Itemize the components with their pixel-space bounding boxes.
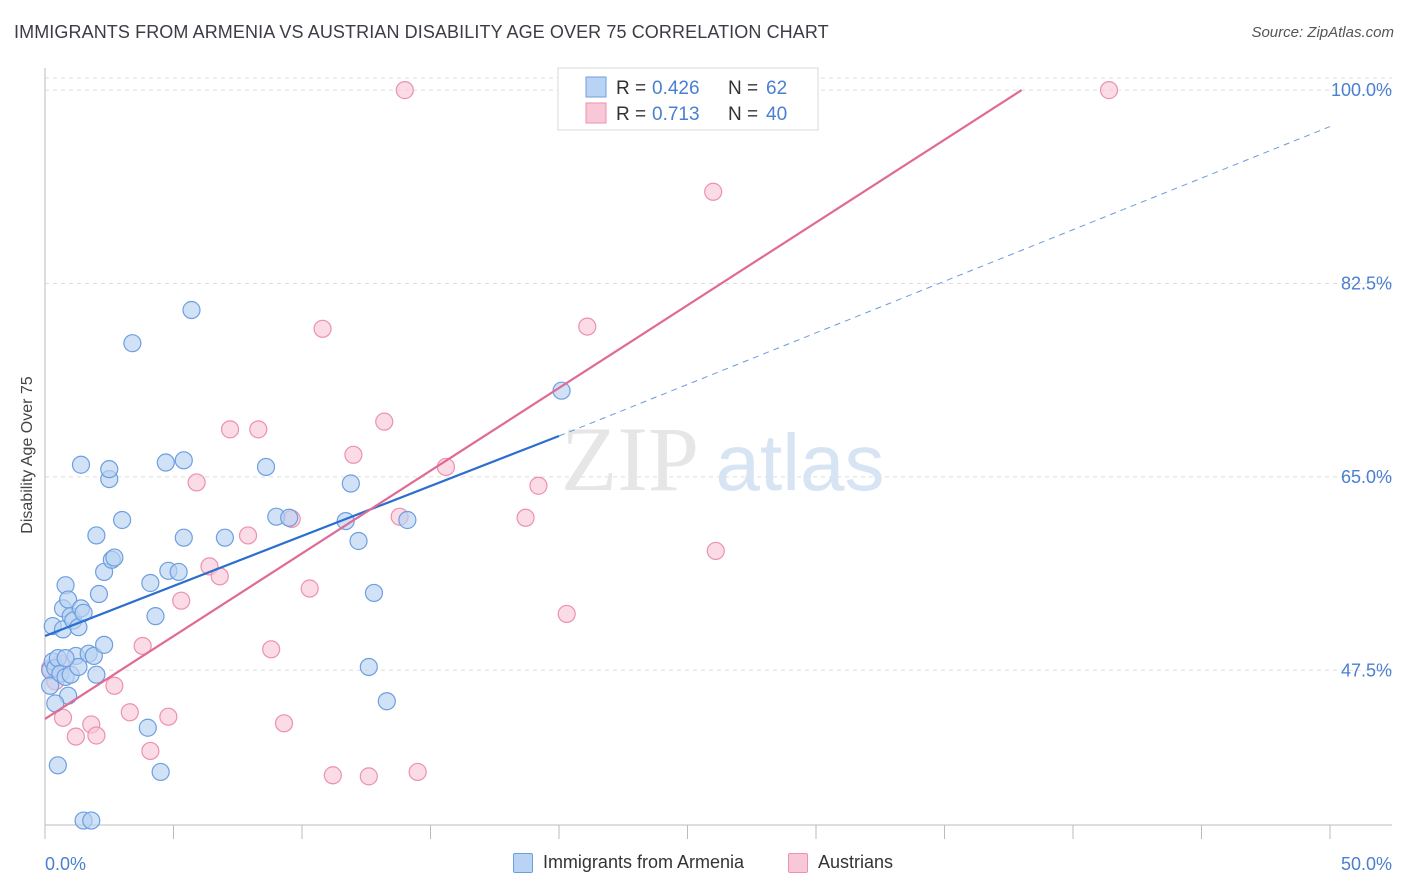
- armenia-point: [146, 607, 165, 626]
- armenia-point: [169, 562, 188, 582]
- armenia-trend-extension: [558, 126, 1331, 437]
- austrians-point: [359, 767, 378, 786]
- armenia-point: [349, 531, 368, 551]
- x-tick-label: 50.0%: [1341, 854, 1392, 874]
- austrians-point: [87, 726, 106, 745]
- legend-label-armenia: Immigrants from Armenia: [542, 852, 744, 872]
- armenia-point: [87, 526, 106, 545]
- armenia-points: [41, 300, 571, 830]
- armenia-point: [377, 692, 396, 711]
- austrians-point: [187, 473, 206, 492]
- stats-swatch: [585, 102, 607, 124]
- legend-item-armenia[interactable]: Immigrants from Armenia: [512, 852, 744, 873]
- tick-labels: 47.5% 65.0% 82.5% 100.0% 0.0% 50.0%: [45, 80, 1392, 874]
- armenia-point: [256, 457, 276, 477]
- y-tick-label: 47.5%: [1341, 660, 1392, 680]
- legend-swatch-pink: [788, 852, 808, 873]
- stats-text: N =: [728, 78, 758, 99]
- armenia-point: [89, 584, 109, 604]
- austrians-point: [557, 604, 576, 624]
- austrians-trend-line: [44, 89, 1023, 720]
- austrians-point: [706, 541, 725, 561]
- austrians-point: [274, 714, 294, 733]
- stats-text: R =: [616, 78, 646, 99]
- armenia-point: [112, 510, 132, 530]
- austrians-point: [105, 676, 124, 695]
- chart-title: IMMIGRANTS FROM ARMENIA VS AUSTRIAN DISA…: [14, 22, 829, 42]
- armenia-point: [398, 510, 417, 530]
- armenia-point: [359, 657, 378, 677]
- armenia-point: [138, 718, 157, 737]
- austrians-point: [220, 420, 240, 439]
- stats-text: 62: [766, 78, 787, 99]
- watermark-zip: ZIP: [561, 408, 699, 510]
- stats-legend: R = 0.426 N = 62 R = 0.713 N = 40: [557, 67, 819, 131]
- austrians-point: [262, 640, 281, 659]
- austrians-point: [395, 81, 414, 100]
- armenia-point: [151, 762, 170, 782]
- y-tick-label: 100.0%: [1331, 80, 1392, 100]
- armenia-point: [87, 665, 106, 684]
- legend-item-austrians[interactable]: Austrians: [788, 852, 893, 873]
- austrians-point: [238, 526, 258, 545]
- austrians-point: [529, 476, 548, 495]
- armenia-point: [182, 300, 201, 320]
- trend-lines: [44, 89, 1331, 720]
- grid-lines: [45, 77, 1392, 671]
- armenia-point: [174, 528, 193, 547]
- axes: [44, 68, 1392, 839]
- armenia-point: [69, 657, 88, 677]
- armenia-point: [56, 649, 75, 668]
- austrians-point: [172, 591, 191, 610]
- y-tick-label: 82.5%: [1341, 273, 1392, 293]
- stats-text: N =: [728, 104, 758, 125]
- y-tick-label: 65.0%: [1341, 467, 1392, 487]
- stats-text: 0.426: [652, 78, 700, 99]
- armenia-point: [48, 756, 67, 775]
- stats-text: 40: [766, 104, 787, 125]
- austrians-point: [323, 766, 342, 785]
- armenia-point: [95, 635, 114, 654]
- austrians-point: [133, 636, 152, 656]
- source-label: Source: ZipAtlas.com: [1251, 24, 1394, 41]
- austrians-point: [66, 727, 85, 746]
- austrians-point: [375, 412, 394, 431]
- x-tick-label: 0.0%: [45, 854, 86, 874]
- austrians-point: [313, 319, 332, 338]
- stats-text: 0.713: [652, 104, 700, 125]
- legend-swatch-blue: [512, 852, 533, 873]
- austrians-point: [1099, 81, 1119, 100]
- armenia-point: [341, 474, 360, 493]
- austrians-point: [120, 703, 139, 722]
- armenia-point: [280, 508, 299, 527]
- armenia-point: [141, 573, 160, 593]
- armenia-point: [105, 548, 124, 567]
- armenia-point: [174, 451, 193, 470]
- austrians-point: [141, 741, 160, 761]
- austrians-point: [578, 317, 597, 336]
- watermark-atlas: atlas: [716, 418, 885, 507]
- austrians-point: [249, 420, 268, 439]
- armenia-point: [123, 334, 142, 353]
- bottom-legend: Immigrants from Armenia Austrians: [0, 852, 1406, 873]
- armenia-trend-line: [44, 434, 560, 638]
- armenia-point: [364, 583, 384, 603]
- stats-text: R =: [616, 104, 646, 125]
- austrians-point: [300, 579, 319, 598]
- austrians-point: [516, 508, 535, 527]
- legend-label-austrians: Austrians: [818, 852, 894, 872]
- austrians-point: [53, 708, 73, 727]
- armenia-point: [215, 528, 234, 547]
- austrians-point: [408, 762, 427, 782]
- armenia-point: [71, 455, 91, 474]
- austrians-point: [344, 445, 363, 464]
- austrians-point: [159, 707, 178, 726]
- armenia-point: [100, 460, 119, 479]
- armenia-point: [41, 676, 60, 695]
- austrians-point: [704, 182, 723, 201]
- armenia-point: [82, 811, 101, 830]
- stats-swatch: [585, 76, 607, 98]
- armenia-point: [156, 453, 175, 472]
